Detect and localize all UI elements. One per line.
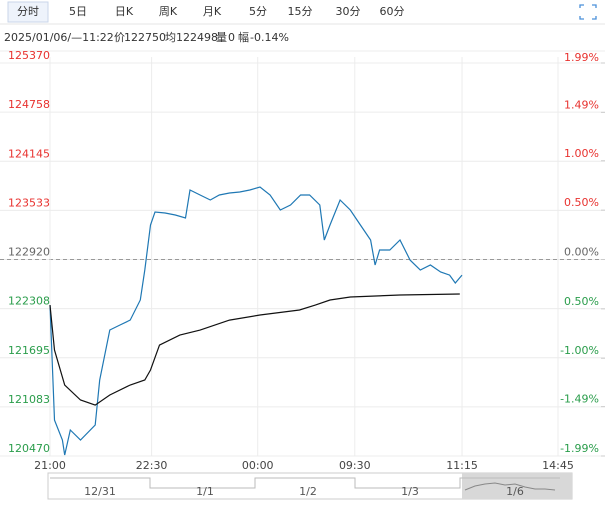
y-tick-label: 121083 [8,393,50,406]
y-tick-label: 120470 [8,442,50,455]
tab[interactable]: 60分 [380,5,405,18]
navigator-label: 1/2 [299,485,317,498]
tab[interactable]: 日K [115,5,134,18]
y-tick-label: 121695 [8,344,50,357]
y2-tick-label: -1.00% [560,344,599,357]
info-item: 0 [228,31,235,44]
y2-tick-label: 1.49% [564,98,599,111]
active-tab-bg [7,1,49,23]
y2-tick-label: 0.00% [564,246,599,259]
tab[interactable]: 分时 [17,5,39,18]
y2-tick-label: 1.99% [564,51,599,64]
navigator-label: 1/3 [401,485,419,498]
x-tick-label: 11:15 [446,459,478,472]
x-tick-label: 09:30 [339,459,371,472]
series-line [49,186,463,456]
navigator-label: 1/6 [506,485,524,498]
fullscreen-icon[interactable] [579,4,597,20]
y2-tick-label: 0.50% [564,196,599,209]
y-tick-label: 124758 [8,98,50,111]
x-tick-label: 21:00 [34,459,66,472]
info-item: 价 [114,31,125,44]
navigator-preview [464,482,556,491]
tab[interactable]: 5日 [69,5,87,18]
info-item: 122498 [176,31,218,44]
tab[interactable]: 30分 [336,5,361,18]
navigator-window[interactable] [462,473,572,499]
tab[interactable]: 周K [159,5,178,18]
navigator-label: 12/31 [84,485,116,498]
y2-tick-label: -1.49% [560,393,599,406]
info-item: 122750 [124,31,166,44]
navigator-separators [50,477,560,489]
x-tick-label: 22:30 [136,459,168,472]
y2-tick-label: 0.50% [564,295,599,308]
tab[interactable]: 15分 [288,5,313,18]
y-tick-label: 122308 [8,295,50,308]
x-tick-label: 00:00 [242,459,274,472]
tab-bar [0,0,605,24]
tab[interactable]: 5分 [249,5,267,18]
series-line [49,293,460,406]
tab[interactable]: 月K [203,5,222,18]
info-item: 量 [216,31,227,44]
info-item: 均 [165,31,176,44]
info-item: 2025/01/06/—11:22 [4,31,114,44]
y-tick-label: 124145 [8,147,50,160]
y2-tick-label: 1.00% [564,147,599,160]
y2-tick-label: -1.99% [560,442,599,455]
y-tick-label: 123533 [8,196,50,209]
y-tick-label: 125370 [8,49,50,62]
y-tick-label: 122920 [8,246,50,259]
info-item: -0.14% [250,31,289,44]
navigator-label: 1/1 [196,485,214,498]
info-item: 幅 [238,31,249,44]
x-tick-label: 14:45 [542,459,574,472]
